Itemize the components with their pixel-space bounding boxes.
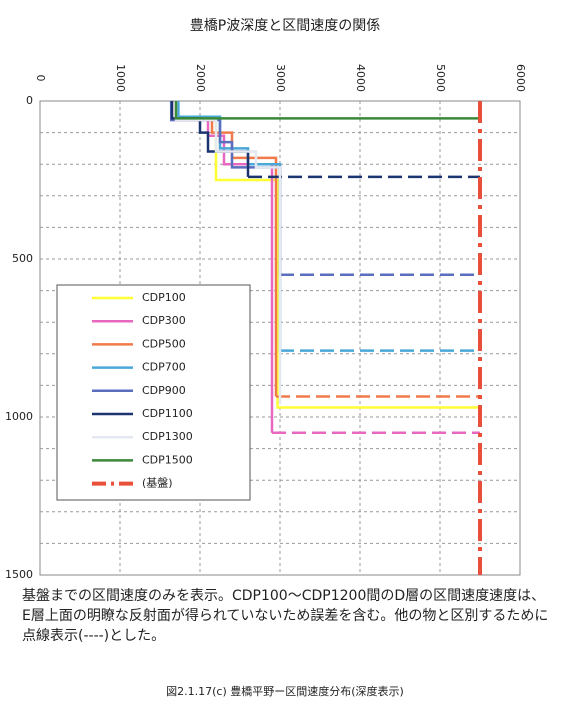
y-tick-label: 1500 xyxy=(5,568,33,580)
legend-label: CDP1500 xyxy=(142,453,193,466)
legend-box xyxy=(56,284,251,501)
chart: 豊橋P波深度と区間速度の関係 0 1000 2000 3000 4000 5000 6000… xyxy=(5,18,527,581)
x-tick-label: 2000 xyxy=(194,64,207,92)
x-tick-label: 5000 xyxy=(434,64,447,92)
y-tick-label: 1000 xyxy=(5,410,33,423)
x-tick-label: 6000 xyxy=(514,64,527,92)
legend-label: CDP1300 xyxy=(142,430,193,443)
chart-title: 豊橋P波深度と区間速度の関係 xyxy=(190,18,380,34)
caption: 図2.1.17(c) 豊橋平野ー区間速度分布(深度表示) xyxy=(166,685,404,698)
legend-label: CDP900 xyxy=(142,384,186,397)
legend-label: CDP700 xyxy=(142,361,186,374)
legend-label: CDP300 xyxy=(142,314,186,327)
legend-label: CDP100 xyxy=(142,291,186,304)
x-tick-label: 4000 xyxy=(354,64,367,92)
series-line xyxy=(177,101,282,351)
series-line xyxy=(169,101,282,275)
x-tick-label: 3000 xyxy=(274,64,287,92)
y-tick-label: 0 xyxy=(26,94,33,107)
legend-label: CDP500 xyxy=(142,337,186,350)
series-line xyxy=(174,101,282,405)
series-line xyxy=(170,101,250,177)
y-tick-label: 500 xyxy=(12,252,33,265)
series-line xyxy=(174,101,480,120)
x-tick-label: 0 xyxy=(34,75,47,82)
legend-label: (基盤) xyxy=(142,477,173,490)
note: 基盤までの区間速度のみを表示。CDP100～CDP1200間のD層の区間速度速度… xyxy=(22,588,549,644)
x-tick-label: 1000 xyxy=(114,64,127,92)
legend-label: CDP1100 xyxy=(142,407,193,420)
